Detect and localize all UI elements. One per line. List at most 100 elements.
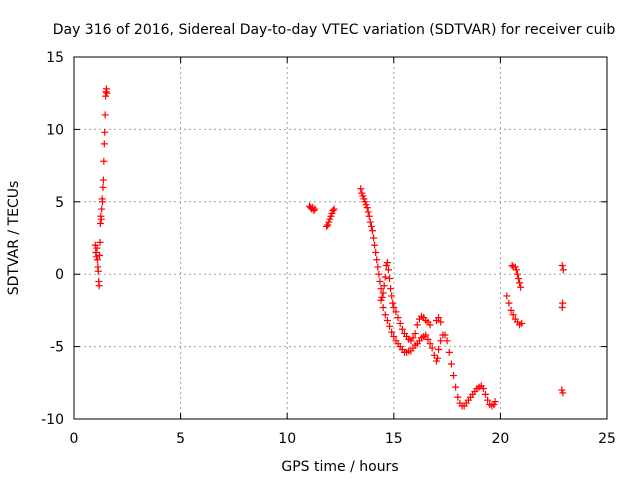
- data-point: [422, 331, 430, 339]
- data-point: [330, 205, 338, 213]
- data-point: [96, 220, 104, 228]
- y-tick-label: 0: [55, 267, 64, 283]
- data-point: [386, 322, 394, 330]
- data-point: [323, 222, 331, 230]
- x-tick-label: 15: [385, 431, 403, 447]
- data-point: [503, 292, 511, 300]
- data-point: [381, 273, 389, 281]
- data-point: [101, 111, 109, 119]
- data-point: [367, 222, 375, 230]
- data-point: [99, 198, 107, 206]
- data-point: [371, 241, 379, 249]
- data-point: [424, 335, 432, 343]
- data-point: [92, 248, 100, 256]
- data-point: [387, 285, 395, 293]
- data-point: [394, 314, 402, 322]
- data-point: [409, 334, 417, 342]
- data-point: [329, 206, 337, 214]
- data-point: [99, 176, 107, 184]
- data-point: [443, 337, 451, 345]
- y-tick-label: 15: [46, 50, 64, 66]
- data-point: [452, 383, 460, 391]
- data-point: [479, 385, 487, 393]
- data-point: [507, 306, 515, 314]
- data-point: [449, 372, 457, 380]
- data-point: [437, 337, 445, 345]
- data-point: [381, 311, 389, 319]
- data-point: [103, 89, 111, 97]
- data-points: [91, 85, 567, 410]
- data-point: [484, 396, 492, 404]
- data-point: [426, 340, 434, 348]
- data-point: [392, 308, 400, 316]
- data-point: [435, 314, 443, 322]
- data-point: [365, 212, 373, 220]
- x-tick-label: 10: [278, 431, 296, 447]
- data-point: [373, 256, 381, 264]
- data-point: [101, 128, 109, 136]
- data-point: [509, 311, 517, 319]
- data-point: [311, 205, 319, 213]
- data-point: [95, 282, 103, 290]
- data-point: [389, 299, 397, 307]
- axis-ticks: 0 5 10 15 20 25 -10 -5 0 5 10 15: [41, 50, 616, 447]
- data-point: [372, 248, 380, 256]
- data-point: [426, 321, 434, 329]
- data-point: [384, 266, 392, 274]
- data-point: [368, 227, 376, 235]
- data-point: [383, 259, 391, 267]
- data-point: [428, 344, 436, 352]
- data-point: [94, 267, 102, 275]
- data-point: [517, 283, 525, 291]
- data-point: [96, 251, 104, 259]
- data-point: [491, 398, 499, 406]
- data-point: [386, 275, 394, 283]
- grid-lines: [74, 57, 607, 419]
- x-tick-label: 5: [176, 431, 185, 447]
- data-point: [441, 331, 449, 339]
- data-point: [435, 345, 443, 353]
- data-point: [411, 330, 419, 338]
- data-point: [379, 304, 387, 312]
- data-point: [380, 282, 388, 290]
- data-point: [99, 183, 107, 191]
- y-axis-label: SDTVAR / TECUs: [6, 181, 22, 296]
- data-point: [513, 270, 521, 278]
- x-axis-label: GPS time / hours: [281, 459, 398, 475]
- data-point: [558, 262, 566, 270]
- data-point: [481, 390, 489, 398]
- y-tick-label: 5: [55, 195, 64, 211]
- data-point: [363, 204, 371, 212]
- data-point: [512, 266, 520, 274]
- data-point: [396, 319, 404, 327]
- data-point: [370, 234, 378, 242]
- data-point: [357, 185, 365, 193]
- data-point: [390, 332, 398, 340]
- plot-frame: [73, 56, 608, 420]
- data-point: [377, 296, 385, 304]
- data-point: [310, 206, 318, 214]
- data-point: [388, 328, 396, 336]
- data-point: [375, 270, 383, 278]
- data-point: [518, 319, 526, 327]
- data-point: [374, 263, 382, 271]
- data-point: [100, 157, 108, 165]
- data-point: [364, 208, 372, 216]
- data-point: [97, 215, 105, 223]
- data-point: [516, 279, 524, 287]
- data-point: [390, 304, 398, 312]
- y-tick-label: -10: [41, 412, 64, 428]
- data-point: [558, 304, 566, 312]
- y-tick-label: 10: [46, 122, 64, 138]
- data-point: [93, 256, 101, 264]
- x-tick-label: 25: [598, 431, 616, 447]
- data-point: [445, 348, 453, 356]
- data-point: [515, 275, 523, 283]
- data-point: [398, 325, 406, 333]
- data-point: [376, 277, 384, 285]
- data-point: [559, 389, 567, 397]
- data-point: [413, 321, 421, 329]
- x-tick-label: 20: [491, 431, 509, 447]
- data-point: [379, 289, 387, 297]
